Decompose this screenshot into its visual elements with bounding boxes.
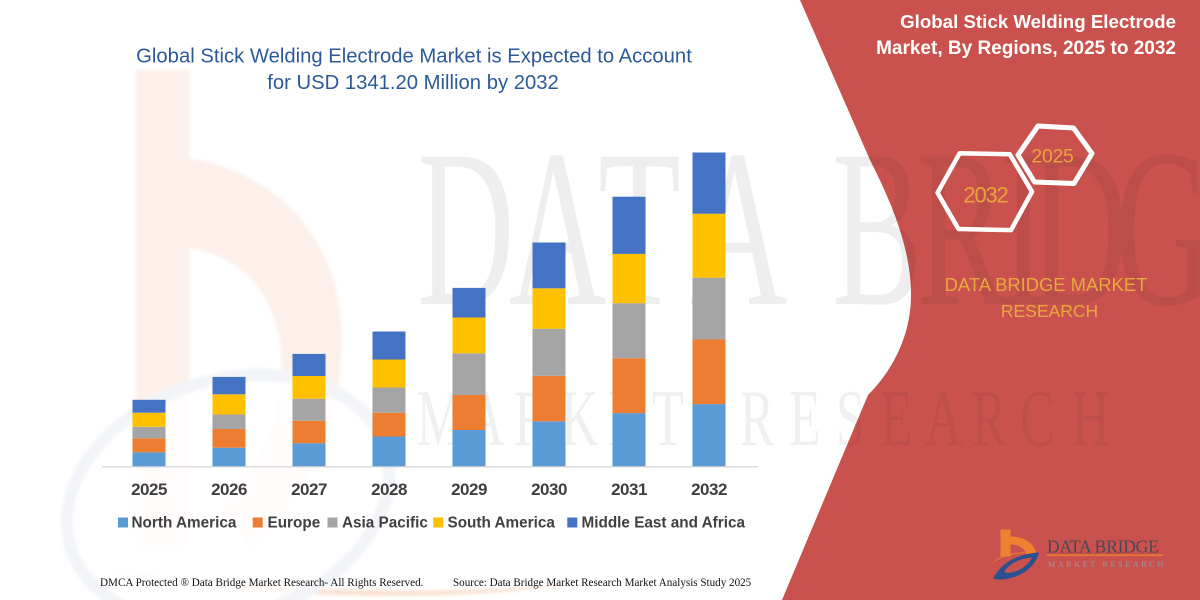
svg-text:2032: 2032 [691,480,727,499]
svg-text:for USD 1341.20 Million by 203: for USD 1341.20 Million by 2032 [267,72,559,94]
svg-text:RESEARCH: RESEARCH [1001,301,1098,321]
svg-text:2032: 2032 [963,183,1008,208]
svg-text:MARKET RESEARCH: MARKET RESEARCH [1048,560,1166,569]
svg-text:North America: North America [132,515,237,532]
svg-text:Middle East and Africa: Middle East and Africa [582,515,746,532]
svg-text:Asia Pacific: Asia Pacific [342,515,428,532]
svg-text:Source: Data Bridge Market Res: Source: Data Bridge Market Research Mark… [453,577,752,589]
svg-text:2025: 2025 [1031,146,1074,168]
svg-text:2030: 2030 [531,480,567,499]
svg-text:2028: 2028 [371,480,407,499]
svg-text:Global Stick Welding Electrode: Global Stick Welding Electrode Market is… [136,46,692,68]
svg-text:MARKET RESEARCH: MARKET RESEARCH [417,374,1110,463]
svg-text:2025: 2025 [131,480,167,499]
svg-text:2026: 2026 [211,480,247,499]
svg-text:2029: 2029 [451,480,487,499]
svg-text:DATA BRIDGE: DATA BRIDGE [1047,537,1159,557]
svg-text:South America: South America [448,515,556,532]
svg-text:2027: 2027 [291,480,327,499]
svg-text:DMCA Protected ® Data Bridge M: DMCA Protected ® Data Bridge Market Rese… [100,577,424,589]
svg-text:DATA BRIDGE MARKET: DATA BRIDGE MARKET [945,274,1148,295]
svg-text:Market, By Regions, 2025 to 20: Market, By Regions, 2025 to 2032 [876,38,1176,59]
svg-text:Global Stick Welding Electrode: Global Stick Welding Electrode [900,11,1176,32]
svg-text:2031: 2031 [611,480,647,499]
svg-text:Europe: Europe [268,515,321,532]
